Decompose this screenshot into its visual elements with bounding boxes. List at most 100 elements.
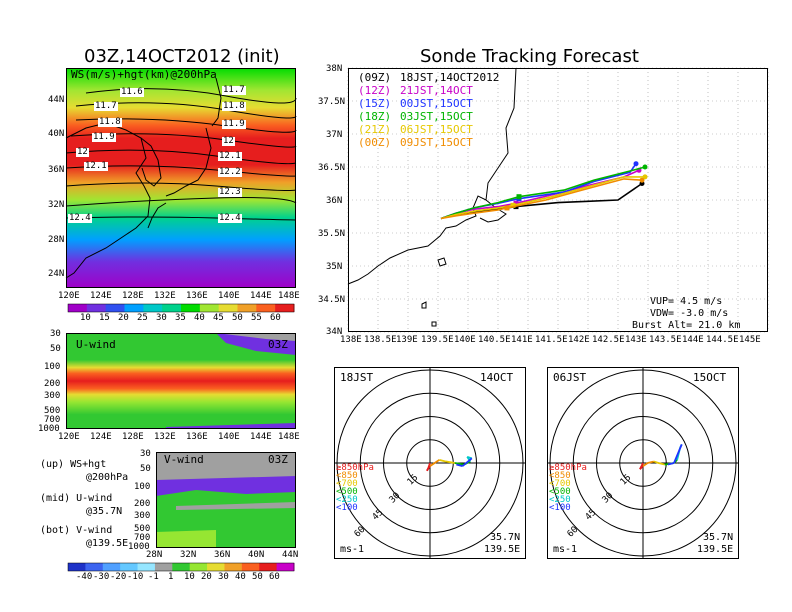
- hodo-left-date: 14OCT: [480, 371, 514, 384]
- hodo-right-legend-item: ≥850hPa: [549, 463, 587, 473]
- sonde-landing-point: [639, 177, 645, 183]
- colorbar-swatch: [189, 563, 208, 571]
- hodograph-right: [547, 367, 739, 559]
- colorbar-swatch: [237, 304, 257, 312]
- sonde-lon-tick: 141E: [511, 335, 533, 345]
- hodo-segment: [439, 459, 446, 463]
- sonde-lon-tick: 144E: [682, 335, 704, 345]
- colorbar-swatch: [102, 563, 121, 571]
- hodo-left-unit: ms-1: [340, 544, 365, 555]
- lon-tick: 148E: [278, 291, 300, 301]
- ws-panel-title: 03Z,14OCT2012 (init): [84, 46, 280, 67]
- ws-colorbar-label: 20: [118, 313, 129, 323]
- sonde-landing-point: [642, 174, 648, 180]
- sonde-legend-code: (12Z): [358, 84, 392, 97]
- sonde-lat-tick: 36N: [326, 196, 343, 206]
- lon-tick: 128E: [122, 432, 144, 442]
- p-tick: 200: [134, 499, 151, 509]
- ws-colorbar-label: 15: [99, 313, 110, 323]
- v-wind-lower-patch: [156, 530, 216, 548]
- sonde-tracks: [440, 161, 648, 220]
- contour-label: 11.6: [120, 87, 144, 97]
- hodo-right-unit: ms-1: [553, 544, 578, 555]
- v-colorbar-label: 30: [218, 572, 229, 582]
- sonde-lon-tick: 140.5E: [478, 335, 511, 345]
- sonde-legend-label: 18JST,14OCT2012: [400, 71, 500, 84]
- ws-colorbar-label: 30: [156, 313, 167, 323]
- sonde-title: Sonde Tracking Forecast: [420, 46, 639, 67]
- colorbar-swatch: [172, 563, 191, 571]
- lon-tick: 132E: [154, 432, 176, 442]
- sonde-lon-tick: 139E: [396, 335, 418, 345]
- sonde-lon-tick: 142E: [568, 335, 590, 345]
- hodo-left-legend-item: <250: [336, 495, 358, 505]
- v-colorbar-label: -1: [148, 572, 159, 582]
- p-tick: 700: [134, 533, 151, 543]
- hodo-segment: [461, 457, 473, 467]
- contour-label: 11.7: [94, 101, 118, 111]
- sonde-burst-point: [510, 202, 516, 208]
- colorbar-swatch: [120, 563, 139, 571]
- contour-label: 11.9: [222, 119, 246, 129]
- note-mid-1: (mid) U-wind: [40, 493, 113, 504]
- v-wind-neutral-band: [176, 502, 296, 510]
- contour-label: 12.3: [218, 187, 242, 197]
- lon-tick: 140E: [218, 432, 240, 442]
- p-tick: 1000: [128, 542, 150, 552]
- note-bot-1: (bot) V-wind: [40, 525, 113, 536]
- hodo-right-time: 06JST: [553, 371, 587, 384]
- sonde-lat-tick: 35N: [326, 262, 343, 272]
- p-tick: 50: [140, 464, 151, 474]
- sonde-legend-label: 03JST,15OCT: [400, 110, 473, 123]
- sonde-landing-point: [633, 161, 639, 167]
- lon-tick: 124E: [90, 291, 112, 301]
- hodo-left-legend-item: <500: [336, 487, 358, 497]
- lat-tick: 44N: [48, 95, 65, 105]
- u-wind-neutral-patch: [216, 333, 296, 341]
- v-colorbar-label: 40: [235, 572, 246, 582]
- colorbar-swatch: [68, 304, 88, 312]
- v-wind-negative-band: [156, 476, 296, 496]
- v-colorbar-label: -40: [76, 572, 93, 582]
- hodo-segment: [647, 460, 655, 464]
- contour-label: 11.7: [222, 85, 246, 95]
- ws-panel-frame: [66, 68, 296, 288]
- colorbar-outline: [67, 303, 295, 313]
- sonde-lat-tick: 35.5N: [318, 229, 346, 239]
- lon-tick: 132E: [154, 291, 176, 301]
- sonde-lat-tick: 38N: [326, 64, 343, 74]
- hodo-right-legend-item: <250: [549, 495, 571, 505]
- contour-label: 12: [222, 136, 235, 146]
- sonde-lon-tick: 144.5E: [706, 335, 739, 345]
- contour-label: 12.1: [218, 151, 242, 161]
- ws-colorbar-label: 50: [232, 313, 243, 323]
- sonde-legend-label: 00JST,15OCT: [400, 97, 473, 110]
- ws-colorbar-label: 10: [80, 313, 91, 323]
- hodo-segment: [434, 459, 440, 464]
- colorbar-swatch: [276, 563, 295, 571]
- colorbar-swatch: [275, 304, 295, 312]
- hodo-left-legend-item: ≥850hPa: [336, 463, 374, 473]
- p-tick: 30: [50, 329, 61, 339]
- lat-tick: 40N: [48, 129, 65, 139]
- hodo-right-legend-item: <850: [549, 471, 571, 481]
- lat-tick: 40N: [248, 550, 265, 560]
- contour-label: 12.4: [218, 213, 242, 223]
- sonde-burst-point: [504, 205, 510, 211]
- contour-label: 12.2: [218, 167, 242, 177]
- p-tick: 1000: [38, 424, 60, 434]
- hodo-segment: [658, 462, 665, 466]
- sonde-legend-code: (15Z): [358, 97, 392, 110]
- lon-tick: 136E: [186, 432, 208, 442]
- note-up-1: (up) WS+hgt: [40, 459, 107, 470]
- hodo-segment: [456, 463, 463, 467]
- colorbar-swatch: [105, 304, 125, 312]
- hodo-right-legend-item: <500: [549, 487, 571, 497]
- u-wind-time: 03Z: [268, 338, 288, 351]
- lon-tick: 124E: [90, 432, 112, 442]
- sonde-lon-tick: 139.5E: [421, 335, 454, 345]
- colorbar-swatch: [207, 563, 225, 571]
- hodo-segment: [429, 462, 436, 467]
- ws-panel-subtitle: WS(m/s)+hgt(km)@200hPa: [71, 68, 217, 81]
- hodo-left-legend-item: <700: [336, 479, 358, 489]
